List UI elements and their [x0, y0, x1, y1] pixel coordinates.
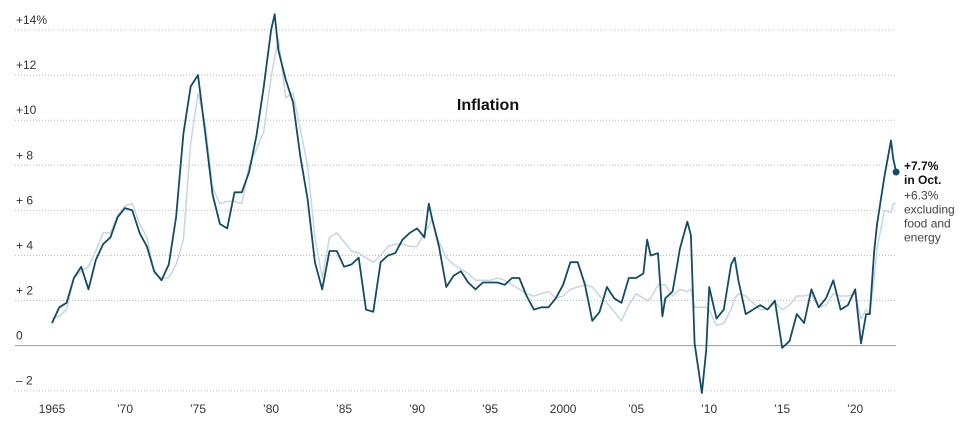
y-tick-label: +12 [16, 58, 37, 72]
y-tick-label: + 8 [16, 148, 33, 162]
end-label: +6.3% [904, 189, 939, 203]
x-tick-label: ’90 [409, 402, 425, 416]
x-tick-label: ’15 [774, 402, 790, 416]
y-tick-label: + 6 [16, 193, 33, 207]
x-tick-label: ’70 [117, 402, 133, 416]
x-tick-label: ’20 [847, 402, 863, 416]
x-tick-label: ’80 [263, 402, 279, 416]
y-tick-label: + 2 [16, 284, 33, 298]
y-tick-label: – 2 [16, 374, 33, 388]
chart-title: Inflation [457, 97, 519, 114]
y-tick-label: +14% [16, 13, 47, 27]
x-tick-label: ’10 [701, 402, 717, 416]
end-dot [892, 168, 900, 176]
y-tick-label: 0 [16, 329, 23, 343]
end-label: in Oct. [904, 173, 941, 187]
end-label: energy [904, 231, 941, 245]
end-label: food and [904, 217, 951, 231]
series-line [51, 13, 897, 394]
x-tick-label: ’05 [628, 402, 644, 416]
x-tick-label: ’85 [336, 402, 352, 416]
end-label: +7.7% [904, 159, 939, 173]
end-label: excluding [904, 203, 955, 217]
x-tick-label: ’95 [482, 402, 498, 416]
x-tick-label: 2000 [550, 402, 577, 416]
x-tick-label: 1965 [39, 402, 66, 416]
y-tick-label: + 4 [16, 238, 33, 252]
y-tick-label: +10 [16, 103, 37, 117]
x-tick-label: ’75 [190, 402, 206, 416]
